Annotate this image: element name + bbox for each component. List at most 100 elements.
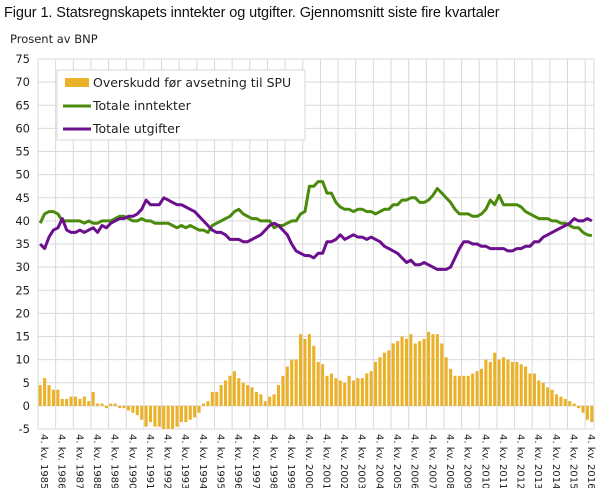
bar — [475, 371, 479, 406]
bar — [56, 389, 60, 406]
bar — [457, 375, 461, 406]
bar — [276, 385, 281, 406]
bar — [546, 387, 550, 406]
x-tick-label: 4. kv. 2012 — [515, 434, 526, 488]
bar — [228, 375, 232, 406]
bar — [501, 357, 506, 406]
bar — [268, 396, 272, 406]
bar — [188, 405, 192, 420]
x-tick-label: 4. kv. 1994 — [197, 434, 208, 488]
bar — [65, 398, 69, 406]
bar — [281, 375, 285, 406]
bar — [118, 405, 122, 409]
x-tick-label: 4. kv. 1999 — [285, 434, 296, 488]
x-tick-label: 4. kv. 1993 — [179, 434, 190, 488]
bar — [82, 396, 86, 406]
y-tick-label: 5 — [23, 376, 30, 390]
bar — [96, 403, 100, 406]
bar — [413, 343, 417, 406]
bar — [144, 405, 148, 427]
bar — [462, 375, 466, 406]
x-tick-label: 4. kv. 2010 — [479, 434, 490, 488]
bar — [69, 396, 73, 406]
x-axis-ticks: 4. kv. 1985 4. kv. 1986 4. kv. 1987 4. kv. … — [38, 434, 596, 488]
bar — [404, 338, 409, 406]
bar — [316, 361, 320, 406]
y-tick-label: 35 — [15, 237, 30, 251]
y-tick-label: 55 — [15, 145, 30, 159]
bar — [87, 401, 91, 406]
bar — [334, 378, 338, 406]
bar — [541, 382, 545, 406]
x-tick-label: 4. kv. 2004 — [373, 434, 384, 488]
y-axis-label: Prosent av BNP — [10, 32, 98, 46]
x-tick-label: 4. kv. 2014 — [550, 434, 561, 488]
x-tick-label: 4. kv. 1988 — [91, 434, 102, 488]
legend: Overskudd før avsetning til SPU Totale i… — [56, 69, 306, 141]
bar — [431, 334, 435, 406]
bar — [347, 375, 351, 406]
x-tick-label: 4. kv. 1985 — [38, 434, 49, 488]
gridlines — [37, 58, 595, 430]
bar — [232, 371, 236, 406]
bar — [585, 405, 589, 420]
bar — [312, 345, 316, 406]
y-tick-label: 15 — [15, 330, 30, 344]
bar — [250, 387, 254, 406]
y-tick-label: 45 — [15, 191, 30, 205]
bar — [148, 405, 153, 423]
bar — [360, 378, 364, 406]
x-tick-label: 4. kv. 2009 — [462, 434, 473, 488]
line-series — [38, 180, 593, 271]
x-tick-label: 4. kv. 1986 — [56, 434, 67, 488]
bar — [272, 394, 276, 406]
bar — [391, 343, 395, 406]
bar — [532, 373, 536, 406]
x-tick-label: 4. kv. 1991 — [144, 434, 155, 488]
legend-label-overskudd: Overskudd før avsetning til SPU — [93, 75, 291, 90]
x-tick-label: 4. kv. 1998 — [267, 434, 278, 488]
bar — [365, 373, 369, 406]
bar — [479, 368, 484, 406]
bar — [166, 405, 170, 429]
bar — [537, 380, 541, 406]
bar — [493, 352, 497, 406]
bar — [215, 392, 219, 406]
bar — [554, 394, 559, 406]
bar — [171, 405, 175, 429]
x-tick-label: 4. kv. 2011 — [497, 434, 508, 488]
y-tick-label: 70 — [15, 75, 30, 89]
bar — [484, 359, 488, 406]
bar — [444, 357, 448, 406]
bar — [237, 378, 241, 406]
y-tick-label: 65 — [15, 98, 30, 112]
bar-series-overskudd — [38, 331, 594, 429]
bar — [453, 375, 457, 406]
bar — [140, 405, 144, 420]
bar — [418, 341, 422, 406]
bar — [307, 334, 311, 406]
bar — [303, 338, 307, 406]
bar — [210, 392, 214, 406]
x-tick-label: 4. kv. 1987 — [73, 434, 84, 488]
bar — [153, 405, 157, 427]
y-tick-label: 10 — [15, 353, 30, 367]
bar — [321, 364, 325, 406]
bar — [254, 392, 258, 406]
bar — [471, 373, 475, 406]
bar — [426, 331, 431, 406]
x-tick-label: 4. kv. 1990 — [126, 434, 137, 488]
x-tick-label: 4. kv. 2013 — [532, 434, 543, 488]
x-tick-label: 4. kv. 2015 — [568, 434, 579, 488]
bar — [135, 405, 139, 416]
bar — [162, 405, 166, 429]
bar — [400, 336, 404, 406]
bar — [519, 364, 523, 406]
bar — [100, 403, 104, 406]
bar — [550, 389, 554, 406]
bar — [73, 396, 78, 406]
legend-label-inntekter: Totale inntekter — [92, 98, 192, 113]
bar — [43, 378, 47, 406]
bar — [109, 403, 113, 406]
